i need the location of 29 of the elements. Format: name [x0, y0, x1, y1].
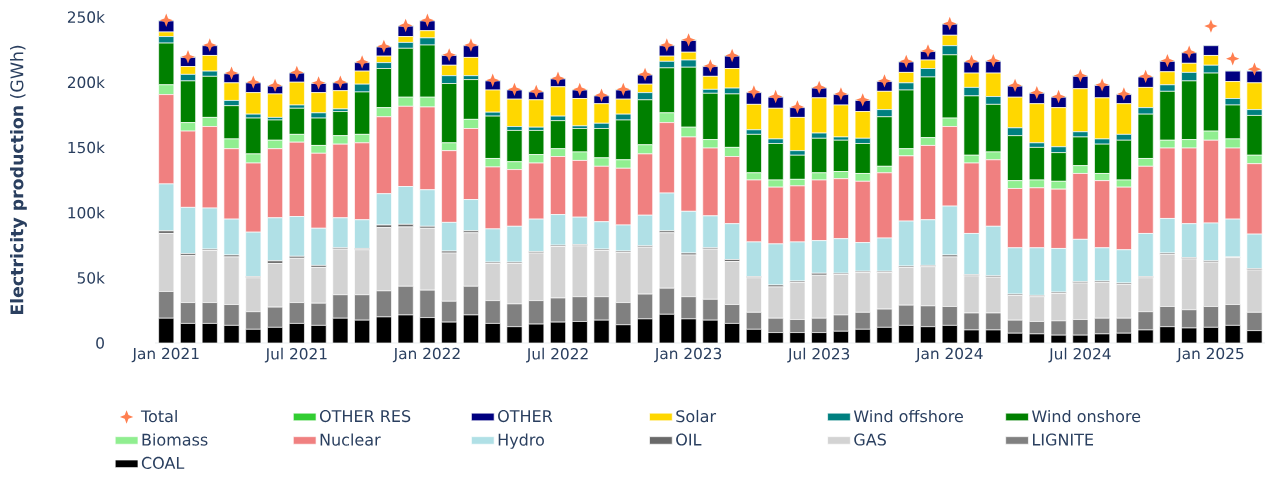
y-tick-label: 250k	[67, 11, 105, 23]
legend-label: Hydro	[498, 433, 544, 449]
legend-label: GAS	[854, 433, 886, 446]
x-tick-label: Jan 2023	[654, 347, 722, 363]
legend-label: Total	[140, 409, 177, 423]
legend-label: Nuclear	[320, 433, 381, 446]
x-tick-label: Jul 2024	[1048, 347, 1111, 363]
legend-label: Biomass	[142, 433, 208, 446]
y-tick-label: 100k	[68, 206, 105, 219]
x-tick-label: Jan 2022	[392, 347, 460, 363]
legend-label: OIL	[676, 433, 702, 446]
x-tick-label: Jul 2022	[526, 347, 588, 363]
x-tick-label: Jan 2021	[131, 347, 199, 363]
y-tick-label: 50k	[77, 271, 105, 284]
legend-label: Wind onshore	[1031, 409, 1141, 423]
legend-label: Wind offshore	[853, 409, 963, 423]
y-tick-label: 150k	[68, 141, 105, 154]
legend-label: Solar	[676, 409, 717, 423]
y-tick-label: 200k	[67, 76, 105, 89]
x-tick-label: Jul 2023	[787, 347, 850, 363]
x-tick-label: Jan 2024	[915, 347, 983, 363]
legend-label: OTHER RES	[319, 410, 411, 423]
y-tick-label: 0	[96, 337, 104, 349]
y-axis-title: Electricity production (GWh)	[10, 45, 27, 315]
legend-label: OTHER	[498, 410, 553, 423]
x-tick-label: Jan 2025	[1176, 347, 1244, 363]
legend-label: COAL	[141, 456, 185, 469]
x-tick-label: Jul 2021	[264, 347, 327, 363]
legend-label: LIGNITE	[1033, 433, 1094, 446]
